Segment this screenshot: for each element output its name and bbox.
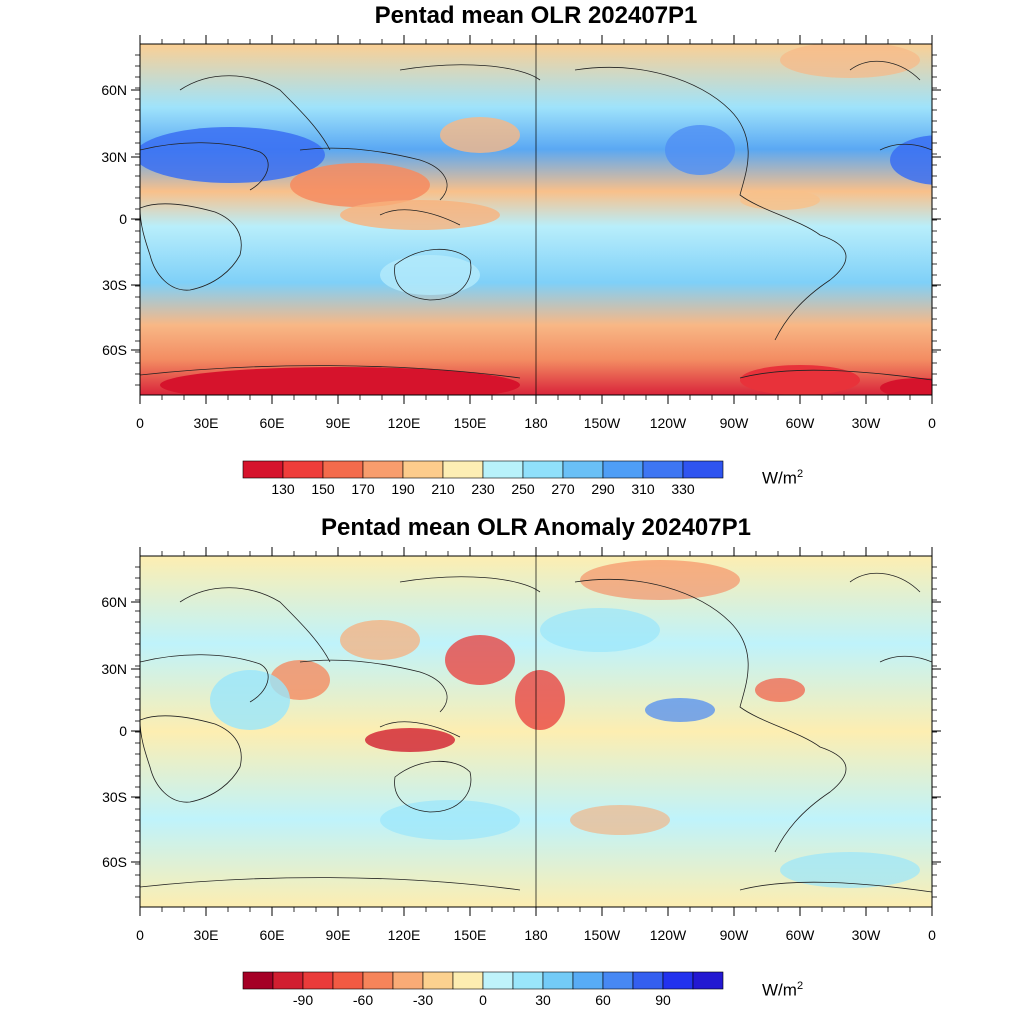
lon-tick-label: 150W — [584, 415, 621, 431]
lon-tick-label: 30W — [852, 415, 882, 431]
olr-coastlines — [140, 60, 932, 381]
lon-tick-label: 90W — [720, 415, 750, 431]
lon-tick-label: 0 — [928, 415, 936, 431]
lon-tick-label: 60E — [260, 927, 285, 943]
lat-tick-label: 30N — [101, 661, 127, 677]
lat-tick-label: 0 — [119, 723, 127, 739]
lon-tick-label: 60W — [786, 927, 816, 943]
olr-map: 60N 30N 0 30S 60S 0 30E 60E 90E 120E 150E 180 150W 12… — [101, 35, 941, 431]
olr-axis-ticks: 60N 30N 0 30S 60S 0 30E 60E 90E 120E 150E 180 150W 12… — [101, 35, 941, 431]
anomaly-map-title: Pentad mean OLR Anomaly 202407P1 — [321, 514, 751, 541]
lat-tick-label: 60N — [101, 594, 127, 610]
lon-tick-label: 0 — [928, 927, 936, 943]
lat-tick-label: 60S — [102, 342, 127, 358]
lon-tick-label: 30E — [194, 415, 219, 431]
lon-tick-label: 120W — [650, 927, 687, 943]
lon-tick-label: 0 — [136, 415, 144, 431]
lat-tick-label: 30S — [102, 789, 127, 805]
lon-tick-label: 60E — [260, 415, 285, 431]
lon-tick-label: 150W — [584, 927, 621, 943]
lon-tick-label: 90W — [720, 927, 750, 943]
lat-tick-label: 60S — [102, 854, 127, 870]
lon-tick-label: 30E — [194, 927, 219, 943]
lon-tick-label: 150E — [454, 415, 487, 431]
lat-tick-label: 30S — [102, 277, 127, 293]
anomaly-coastlines — [140, 572, 932, 893]
lon-tick-label: 120W — [650, 415, 687, 431]
anomaly-axis-ticks: 60N 30N 0 30S 60S 0 30E 60E 90E 120E 150E 180 150W 12… — [101, 547, 941, 943]
lon-tick-label: 60W — [786, 415, 816, 431]
olr-map-title: Pentad mean OLR 202407P1 — [374, 2, 698, 29]
lon-tick-label: 0 — [136, 927, 144, 943]
lon-tick-label: 90E — [326, 927, 351, 943]
lon-tick-label: 30W — [852, 927, 882, 943]
lon-tick-label: 180 — [524, 927, 548, 943]
lon-tick-label: 120E — [388, 927, 421, 943]
lon-tick-label: 90E — [326, 415, 351, 431]
lat-tick-label: 30N — [101, 149, 127, 165]
lon-tick-label: 180 — [524, 415, 548, 431]
lon-tick-label: 120E — [388, 415, 421, 431]
lat-tick-label: 0 — [119, 211, 127, 227]
lon-tick-label: 150E — [454, 927, 487, 943]
lat-tick-label: 60N — [101, 82, 127, 98]
